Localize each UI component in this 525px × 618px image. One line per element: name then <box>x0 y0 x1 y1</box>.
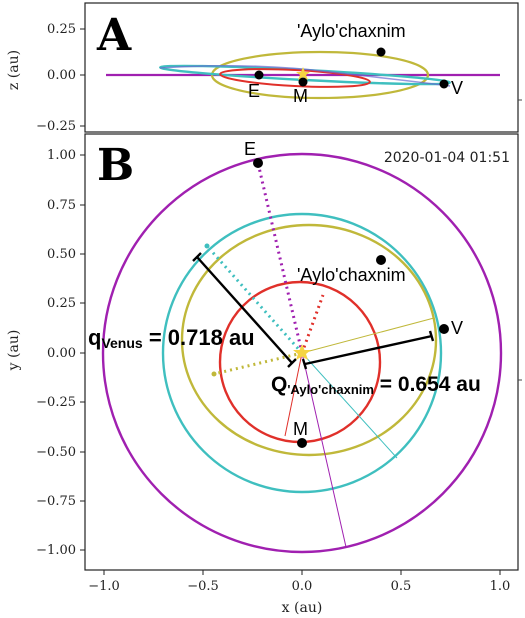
aylo-marker <box>376 47 386 57</box>
panel-b-xtick: −1.0 <box>88 579 120 594</box>
earth-label: E <box>244 139 256 159</box>
mercury-label: M <box>293 419 308 439</box>
panel-b-ytick: −0.75 <box>36 494 76 509</box>
mercury-orbit-side <box>219 68 371 88</box>
panel-b-ytick: 0.25 <box>47 296 76 311</box>
q-aylo-label: Q'Aylo'chaxnim = 0.654 au <box>271 373 481 397</box>
timestamp: 2020-01-04 01:51 <box>384 150 510 166</box>
sun-icon <box>293 344 311 360</box>
panel-b-xtick: 0.5 <box>391 579 412 594</box>
panel-b-yticks: 1.00 0.75 0.50 0.25 0.00 −0.25 −0.50 −0.… <box>36 148 85 558</box>
mercury-label: M <box>293 86 308 106</box>
panel-b-ylabel: y (au) <box>6 330 22 372</box>
venus-label: V <box>451 78 463 98</box>
panel-b-ytick: −0.50 <box>36 445 76 460</box>
earth-marker <box>254 70 264 80</box>
panel-b-ytick: −1.00 <box>36 543 76 558</box>
panel-b-xtick: 0.0 <box>292 579 313 594</box>
panel-a-ytick: −0.25 <box>36 119 76 134</box>
panel-a: 0.25 0.00 −0.25 z (au) 'Aylo'chaxnim E M… <box>6 2 522 134</box>
aylo-label: 'Aylo'chaxnim <box>297 265 406 285</box>
panel-b-letter: B <box>97 140 134 191</box>
mercury-marker <box>297 438 307 448</box>
sun-icon <box>296 67 310 80</box>
earth-orbit <box>101 152 503 554</box>
panel-a-yticks: 0.25 0.00 −0.25 <box>36 22 85 134</box>
panel-b-xticks: −1.0 −0.5 0.0 0.5 1.0 <box>88 570 510 594</box>
earth-label: E <box>248 81 260 101</box>
panel-b-ytick: 0.75 <box>47 198 76 213</box>
aylo-marker <box>376 255 386 265</box>
panel-a-ylabel: z (au) <box>6 50 22 90</box>
panel-b-xlabel: x (au) <box>282 600 323 616</box>
q-venus-label: qVenus = 0.718 au <box>88 325 255 351</box>
panel-b: 1.00 0.75 0.50 0.25 0.00 −0.25 −0.50 −0.… <box>6 133 522 616</box>
panel-a-ytick: 0.25 <box>47 22 76 37</box>
panel-b-ytick: 1.00 <box>47 148 76 163</box>
panel-b-xtick: −0.5 <box>187 579 219 594</box>
venus-marker <box>439 324 449 334</box>
aylo-orbit <box>180 223 438 457</box>
aylo-label: 'Aylo'chaxnim <box>297 21 406 41</box>
panel-b-ytick: 0.50 <box>47 247 76 262</box>
panel-a-frame <box>84 2 519 133</box>
panel-a-ytick: 0.00 <box>47 68 76 83</box>
panel-a-letter: A <box>96 10 132 61</box>
q-aylo-bar <box>301 330 435 370</box>
q-venus-bar <box>192 252 297 368</box>
panel-b-ytick: 0.00 <box>47 346 76 361</box>
panel-b-ytick: −0.25 <box>36 395 76 410</box>
venus-label: V <box>451 318 463 338</box>
venus-orbit <box>161 212 443 494</box>
mercury-marker <box>298 77 308 87</box>
venus-marker <box>439 79 449 89</box>
earth-marker <box>253 158 263 168</box>
panel-b-xtick: 1.0 <box>490 579 511 594</box>
